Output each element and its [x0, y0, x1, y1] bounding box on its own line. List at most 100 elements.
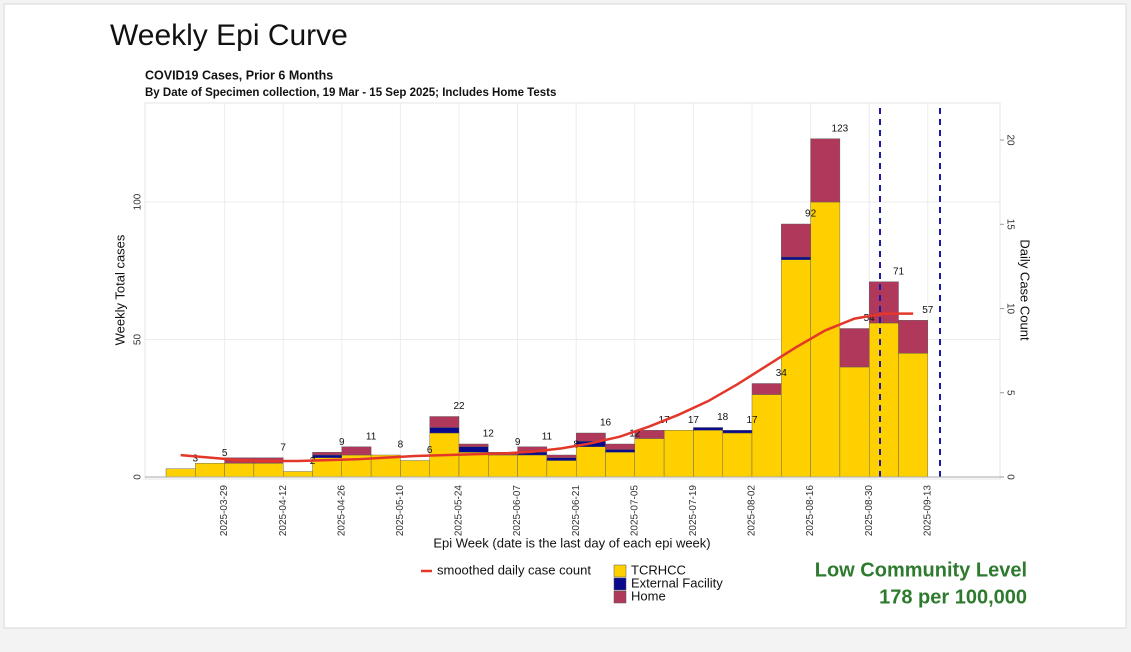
- legend-label: External Facility: [631, 575, 723, 590]
- x-tick-label: 2025-04-26: [336, 485, 347, 537]
- bar-segment: [312, 454, 342, 458]
- bar-segment: [722, 430, 753, 434]
- x-tick-label: 2025-08-30: [864, 485, 875, 537]
- bar-total-label: 7: [280, 442, 286, 453]
- bar-total-label: 16: [600, 418, 612, 429]
- bar-segment: [751, 394, 782, 478]
- bar-total-label: 34: [776, 368, 788, 379]
- bar-total-label: 22: [453, 401, 465, 412]
- legend-swatch: [613, 590, 627, 604]
- bar-segment: [253, 463, 284, 478]
- bar-segment: [429, 427, 460, 434]
- legend-swatch: [613, 564, 627, 578]
- bar-segment: [546, 460, 577, 478]
- bar-segment: [517, 454, 548, 478]
- bar-segment: [693, 427, 723, 431]
- bar-segment: [751, 383, 782, 395]
- bar-segment: [576, 432, 606, 442]
- y-axis-label: Weekly Total cases: [112, 234, 127, 345]
- x-tick-label: 2025-05-24: [454, 485, 465, 537]
- bar-segment: [165, 468, 196, 478]
- bar-segment: [312, 452, 342, 456]
- bar-segment: [283, 471, 313, 478]
- x-tick-label: 2025-08-02: [747, 485, 758, 537]
- bar-total-label: 11: [542, 431, 553, 442]
- bar-total-label: 17: [746, 415, 758, 426]
- bar-segment: [663, 430, 694, 478]
- bar-segment: [341, 446, 372, 456]
- y2-tick-label: 20: [1004, 135, 1015, 147]
- legend-label: smoothed daily case count: [437, 562, 591, 577]
- chart-subtitle: By Date of Specimen collection, 19 Mar -…: [145, 87, 556, 99]
- x-tick-label: 2025-04-12: [278, 485, 289, 537]
- bar-total-label: 12: [629, 429, 641, 440]
- x-tick-label: 2025-05-10: [395, 485, 406, 537]
- bar-total-label: 5: [222, 448, 228, 459]
- x-tick-label: 2025-09-13: [922, 485, 933, 537]
- bar-total-label: 9: [339, 437, 345, 448]
- bar-segment: [781, 256, 811, 260]
- bar-segment: [839, 328, 870, 368]
- smoothed-line: [180, 312, 914, 463]
- bar-segment: [810, 138, 841, 203]
- chart-title: COVID19 Cases, Prior 6 Months: [145, 68, 333, 82]
- x-tick-label: 2025-08-16: [805, 485, 816, 537]
- x-tick-label: 2025-07-05: [629, 485, 640, 537]
- bar-segment: [576, 446, 606, 478]
- bar-segment: [839, 366, 870, 478]
- x-tick-label: 2025-03-29: [219, 485, 230, 537]
- bar-total-label: 11: [366, 431, 377, 442]
- bar-segment: [634, 430, 665, 439]
- x-tick-label: 2025-06-21: [571, 485, 582, 537]
- bar-segment: [781, 223, 811, 258]
- x-axis-label: Epi Week (date is the last day of each e…: [433, 535, 710, 550]
- bar-total-label: 6: [427, 445, 433, 456]
- bar-segment: [605, 449, 635, 453]
- bar-segment: [400, 460, 430, 478]
- legend-swatch: [613, 577, 627, 591]
- y2-tick-label: 5: [1004, 390, 1015, 396]
- bar-segment: [195, 463, 225, 478]
- bar-segment: [458, 446, 489, 453]
- bar-segment: [722, 432, 753, 478]
- bar-total-label: 92: [805, 209, 817, 220]
- bar-segment: [224, 463, 255, 478]
- y2-axis-label: Daily Case Count: [1018, 239, 1033, 341]
- bar-total-label: 12: [483, 429, 495, 440]
- bar-segment: [898, 353, 928, 478]
- bar-segment: [546, 454, 577, 458]
- bar-segment: [429, 416, 460, 428]
- y-tick-label: 50: [133, 334, 144, 346]
- heading: Weekly Epi Curve: [110, 19, 348, 52]
- bar-segment: [810, 201, 841, 478]
- bar-total-label: 9: [515, 437, 521, 448]
- bar-total-label: 57: [922, 305, 934, 316]
- community-level: Low Community Level: [815, 559, 1027, 581]
- community-rate: 178 per 100,000: [879, 586, 1027, 608]
- x-tick-label: 2025-07-19: [688, 485, 699, 537]
- y2-tick-label: 0: [1004, 474, 1015, 480]
- y-tick-label: 100: [133, 193, 144, 210]
- y2-tick-label: 15: [1004, 219, 1015, 231]
- bar-segment: [693, 430, 723, 478]
- bar-total-label: 17: [688, 415, 700, 426]
- bar-segment: [546, 457, 577, 461]
- y2-tick-label: 10: [1004, 303, 1015, 315]
- bar-total-label: 123: [832, 123, 849, 134]
- bar-total-label: 18: [717, 412, 729, 423]
- legend-label: Home: [631, 588, 666, 603]
- y-tick-label: 0: [133, 474, 144, 480]
- bar-segment: [458, 443, 489, 447]
- bar-segment: [605, 452, 635, 478]
- bar-total-label: 3: [193, 453, 199, 464]
- bar-segment: [898, 320, 928, 354]
- overlay: 0 50 100 0 5 10 15 20 2025-03-29 2025-04-12 2025-0…: [133, 123, 1016, 536]
- bar-segment: [458, 452, 489, 478]
- bar-total-label: 71: [893, 266, 905, 277]
- bar-segment: [634, 438, 665, 478]
- bar-total-label: 54: [864, 313, 876, 324]
- bar-segment: [869, 322, 899, 478]
